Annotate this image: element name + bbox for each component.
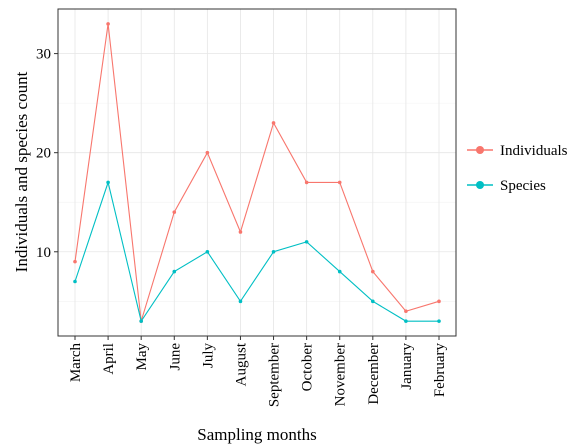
- legend-key-point-species: [476, 181, 484, 189]
- plot-panel-border: [57, 8, 457, 337]
- y-tick-label: 30: [36, 47, 51, 63]
- data-point-species: [304, 240, 309, 244]
- data-point-individuals: [404, 309, 408, 314]
- legend-label-individuals: Individuals: [500, 143, 568, 159]
- x-tick-label: January: [399, 343, 415, 390]
- y-axis: 10 20 30: [36, 47, 58, 261]
- x-tick-label: March: [68, 343, 84, 383]
- data-point-individuals: [304, 180, 309, 185]
- data-point-species: [73, 279, 77, 284]
- data-point-species: [106, 180, 110, 185]
- x-tick-label: May: [134, 343, 150, 371]
- data-point-species: [271, 249, 276, 254]
- data-point-individuals: [106, 22, 110, 26]
- data-point-individuals: [172, 210, 177, 214]
- legend: Individuals Species: [467, 143, 568, 194]
- x-tick-label: October: [300, 343, 316, 391]
- x-tick-label: February: [432, 343, 448, 398]
- data-point-species: [371, 299, 375, 304]
- data-point-individuals: [73, 259, 77, 264]
- data-point-species: [205, 249, 210, 254]
- y-tick-label: 10: [36, 245, 51, 261]
- data-point-species: [139, 319, 143, 323]
- x-tick-label: August: [233, 342, 249, 386]
- series-line-species: [74, 180, 439, 323]
- x-tick-label: December: [366, 343, 382, 405]
- x-tick-label: September: [267, 343, 283, 407]
- data-point-species: [238, 299, 243, 304]
- x-tick-label: April: [101, 343, 117, 375]
- x-axis-title: Sampling months: [197, 425, 316, 444]
- data-point-individuals: [337, 180, 342, 185]
- y-axis-title: Individuals and species count: [12, 71, 31, 272]
- x-axis: March April May June July August September Octo…: [68, 336, 448, 407]
- data-point-individuals: [271, 121, 276, 125]
- x-tick-label: June: [167, 343, 183, 371]
- legend-key-point-individuals: [476, 146, 484, 154]
- y-tick-label: 20: [36, 146, 51, 162]
- data-point-individuals: [238, 230, 243, 234]
- data-point-individuals: [205, 150, 210, 155]
- data-point-species: [337, 269, 342, 274]
- x-tick-label: November: [333, 343, 349, 406]
- legend-label-species: Species: [500, 178, 546, 194]
- data-point-species: [172, 269, 177, 274]
- data-point-individuals: [371, 269, 375, 274]
- x-tick-label: July: [200, 343, 216, 369]
- series: [73, 22, 441, 323]
- series-line-individuals: [74, 23, 440, 322]
- data-point-species: [404, 319, 408, 323]
- data-point-species: [437, 319, 441, 323]
- data-point-individuals: [437, 299, 441, 304]
- grid-lines: [58, 9, 456, 336]
